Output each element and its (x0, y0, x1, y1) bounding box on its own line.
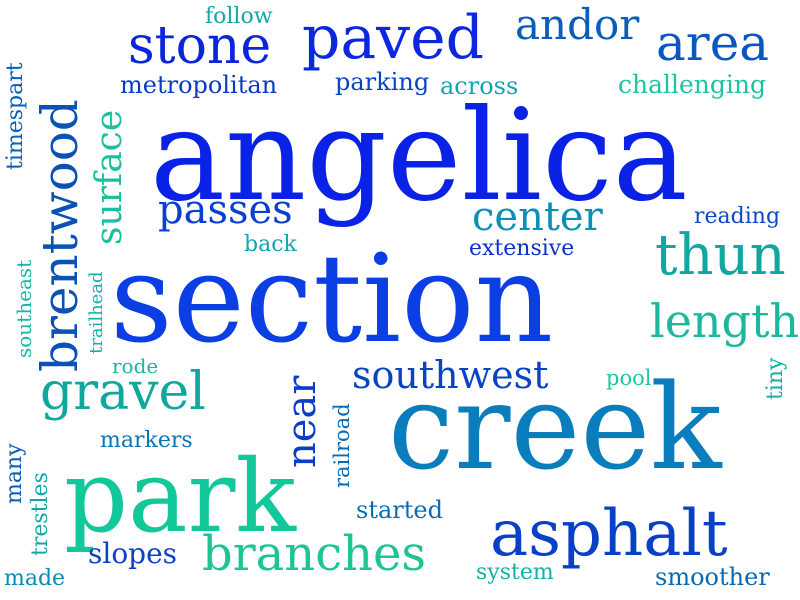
word-markers: markers (100, 428, 193, 453)
word-asphalt: asphalt (490, 497, 728, 571)
word-angelica: angelica (150, 82, 688, 229)
word-railroad: railroad (330, 403, 354, 488)
word-center: center (472, 194, 603, 240)
word-section: section (110, 228, 554, 370)
word-length: length (650, 294, 800, 348)
word-slopes: slopes (88, 537, 178, 570)
word-reading: reading (694, 204, 781, 229)
word-trestles: trestles (28, 472, 53, 556)
word-park: park (64, 438, 297, 555)
word-branches: branches (202, 526, 427, 582)
word-metropolitan: metropolitan (120, 71, 278, 99)
word-andor: andor (515, 0, 640, 49)
word-follow: follow (205, 4, 273, 29)
word-pool: pool (606, 366, 652, 390)
word-system: system (476, 560, 554, 585)
word-near: near (279, 375, 325, 468)
word-area: area (656, 14, 770, 72)
word-started: started (356, 496, 443, 524)
word-smoother: smoother (655, 563, 770, 591)
word-creek: creek (388, 358, 722, 496)
word-parking: parking (335, 68, 430, 96)
word-stone: stone (128, 16, 272, 76)
word-made: made (4, 566, 66, 591)
word-brentwood: brentwood (31, 99, 89, 372)
word-tiny: tiny (763, 357, 788, 400)
word-challenging: challenging (618, 70, 766, 99)
word-passes: passes (158, 187, 293, 233)
word-southeast: southeast (12, 259, 36, 358)
word-timespart: timespart (3, 62, 28, 170)
word-gravel: gravel (40, 362, 206, 422)
word-back: back (244, 232, 297, 257)
word-extensive: extensive (469, 236, 575, 261)
word-many: many (2, 443, 27, 504)
word-paved: paved (302, 3, 484, 73)
word-surface: surface (89, 109, 130, 245)
word-thun: thun (655, 223, 786, 288)
word-across: across (440, 72, 519, 100)
word-rode: rode (112, 354, 159, 378)
word-trailhead: trailhead (86, 271, 107, 354)
word-southwest: southwest (352, 353, 549, 397)
